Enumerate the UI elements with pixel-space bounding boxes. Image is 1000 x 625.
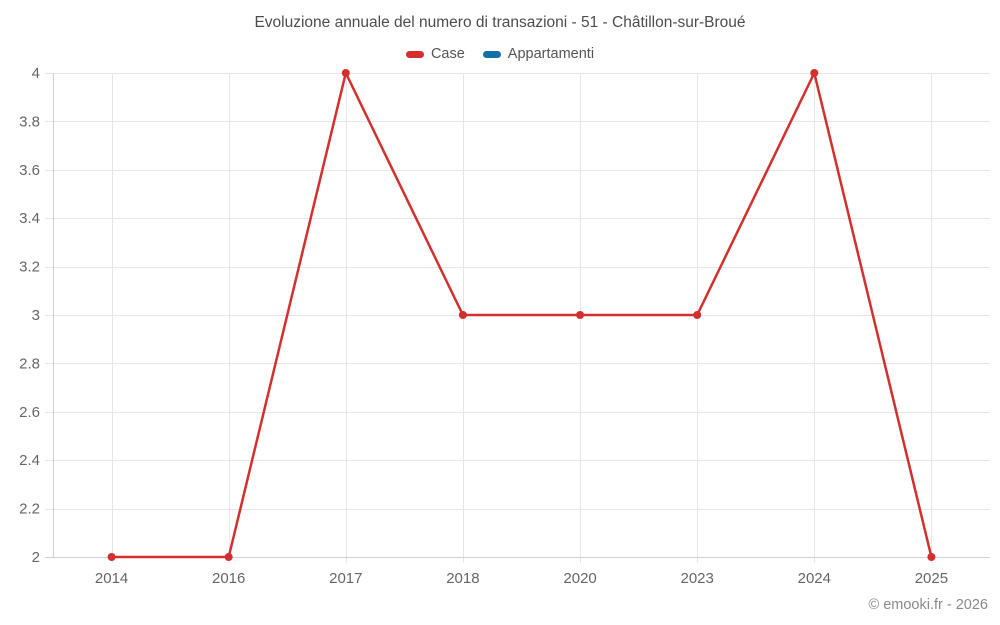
data-point-2025[interactable]	[927, 553, 936, 561]
x-tick-label: 2018	[446, 570, 479, 587]
x-tick-label: 2016	[212, 570, 245, 587]
data-point-2018[interactable]	[458, 311, 467, 319]
data-point-2016[interactable]	[224, 553, 233, 561]
y-tick-label: 2.4	[19, 452, 40, 469]
legend-label: Case	[430, 46, 465, 62]
y-axis-labels: 2 2.2 2.4 2.6 2.8 3 3.2 3.4 3.6 3.8 4	[19, 65, 40, 566]
y-tick-label: 4	[32, 65, 40, 82]
legend-item-appartamenti[interactable]: Appartamenti	[482, 46, 595, 62]
gridlines	[45, 73, 990, 563]
legend-swatch-appartamenti	[482, 50, 501, 58]
x-tick-label: 2023	[681, 570, 714, 587]
y-tick-label: 3.4	[19, 210, 40, 227]
legend-item-case[interactable]: Case	[405, 46, 465, 62]
y-tick-label: 2	[32, 549, 40, 566]
legend-swatch-case	[405, 50, 424, 58]
y-tick-label: 2.2	[19, 501, 40, 518]
data-point-2023[interactable]	[693, 311, 702, 319]
x-tick-label: 2014	[95, 570, 128, 587]
x-tick-label: 2025	[915, 570, 948, 587]
y-tick-label: 3.2	[19, 259, 40, 276]
x-axis-labels: 2014 2016 2017 2018 2020 2023 2024 2025	[95, 570, 948, 587]
series-line-case	[111, 71, 933, 559]
legend-label: Appartamenti	[507, 46, 595, 62]
y-tick-label: 2.8	[19, 355, 40, 372]
watermark-credit: © emooki.fr - 2026	[868, 597, 988, 613]
y-tick-label: 3.6	[19, 162, 40, 179]
legend: Case Appartamenti	[0, 46, 1000, 62]
chart-title: Evoluzione annuale del numero di transaz…	[254, 14, 746, 31]
x-tick-label: 2017	[329, 570, 362, 587]
y-tick-label: 3.8	[19, 113, 40, 130]
data-point-2017[interactable]	[341, 69, 350, 77]
y-tick-label: 3	[32, 307, 40, 324]
data-point-2024[interactable]	[810, 69, 819, 77]
x-tick-label: 2024	[798, 570, 831, 587]
x-tick-label: 2020	[563, 570, 596, 587]
series-case	[107, 69, 936, 561]
y-tick-label: 2.6	[19, 404, 40, 421]
data-point-2014[interactable]	[107, 553, 116, 561]
data-point-2020[interactable]	[576, 311, 585, 319]
